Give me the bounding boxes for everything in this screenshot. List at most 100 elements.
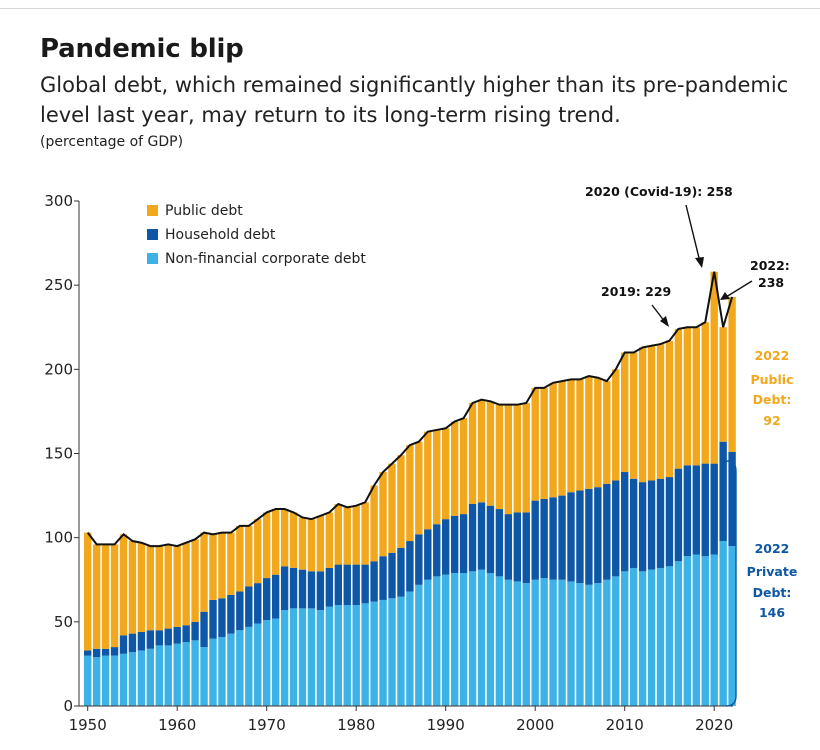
bar-household-2019: [701, 463, 709, 557]
bar-household-2015: [665, 477, 674, 567]
x-tick-label-1990: 1990: [427, 716, 465, 734]
bar-household-1955: [128, 633, 137, 653]
bar-household-1967: [236, 591, 244, 631]
bar-household-1953: [110, 647, 119, 656]
legend-label-public: Public debt: [165, 203, 243, 219]
annotation-public-2022: 2022 Public Debt: 92: [751, 348, 794, 428]
bar-corporate-1957: [146, 648, 155, 706]
bar-public-1983: [379, 472, 387, 557]
bar-corporate-1971: [271, 618, 280, 706]
legend-label-household: Household debt: [165, 227, 276, 243]
bar-household-2012: [638, 482, 647, 572]
bar-household-1996: [495, 509, 504, 577]
bar-household-1977: [325, 567, 334, 607]
bar-public-1955: [128, 541, 137, 634]
chart-title: Pandemic blip: [40, 34, 244, 64]
bars-group: [84, 271, 736, 706]
bar-public-1984: [388, 463, 396, 553]
bar-household-1968: [245, 586, 253, 627]
bar-corporate-1964: [209, 638, 217, 706]
bar-public-2020: [710, 271, 718, 464]
bar-household-1975: [307, 571, 316, 609]
bar-public-1958: [155, 546, 163, 631]
bar-household-1982: [370, 561, 378, 602]
bar-public-2008: [603, 381, 611, 484]
bar-household-1972: [280, 566, 289, 611]
bar-household-1961: [182, 625, 190, 643]
bar-household-1999: [522, 512, 530, 584]
unit-note: (percentage of GDP): [40, 134, 184, 150]
bar-corporate-1982: [370, 601, 378, 706]
private-2022-line4: 146: [759, 605, 785, 620]
public-2022-line4: 92: [763, 413, 780, 428]
bar-household-1994: [477, 502, 486, 570]
y-tick-label-150: 150: [44, 445, 73, 463]
bar-household-2016: [674, 468, 683, 562]
bar-corporate-2017: [683, 556, 692, 706]
bar-household-1985: [397, 547, 405, 597]
x-tick-label-1970: 1970: [248, 716, 286, 734]
bar-public-1976: [316, 515, 325, 572]
bar-corporate-2007: [594, 583, 602, 706]
bar-corporate-2006: [585, 584, 593, 706]
public-2022-line3: Debt:: [753, 392, 792, 407]
bar-household-1976: [316, 571, 325, 611]
bar-public-1999: [522, 403, 530, 513]
bar-corporate-1992: [459, 573, 468, 706]
bar-public-1967: [236, 525, 244, 592]
bar-household-2006: [585, 488, 593, 585]
bar-corporate-1960: [173, 643, 181, 706]
bar-household-1987: [415, 534, 423, 585]
bar-public-2021: [719, 327, 727, 442]
bar-public-2011: [629, 352, 638, 479]
bar-corporate-1973: [289, 608, 298, 706]
bar-household-2007: [594, 487, 602, 584]
bar-corporate-1999: [522, 583, 530, 706]
bar-household-1958: [155, 630, 163, 646]
bar-corporate-2012: [638, 571, 647, 706]
legend-swatch-public: [147, 205, 158, 216]
bar-household-2022: [728, 451, 736, 547]
bar-corporate-1972: [280, 610, 289, 706]
arrowhead-2019: [660, 316, 669, 327]
private-2022-line1: 2022: [755, 541, 790, 556]
bar-corporate-1998: [513, 581, 521, 706]
bar-public-1961: [182, 542, 190, 626]
public-2022-line2: Public: [751, 372, 794, 387]
bar-public-1957: [146, 546, 155, 631]
bar-public-2007: [594, 377, 602, 488]
bar-corporate-1955: [128, 652, 137, 706]
bar-corporate-1989: [433, 576, 441, 706]
bar-public-2018: [692, 327, 700, 466]
bar-household-2004: [567, 492, 575, 582]
bar-corporate-1990: [442, 574, 450, 706]
bar-corporate-1995: [486, 573, 495, 706]
bar-household-1989: [433, 524, 441, 577]
bar-corporate-1970: [263, 620, 271, 706]
bar-household-1966: [227, 594, 235, 634]
bar-corporate-1968: [245, 626, 253, 706]
bar-corporate-1981: [361, 603, 369, 706]
public-2022-line1: 2022: [755, 348, 790, 363]
bar-household-1965: [218, 598, 226, 637]
bar-corporate-1950: [84, 655, 92, 706]
bar-household-1954: [119, 635, 128, 654]
bar-household-1980: [352, 564, 360, 605]
bar-public-2002: [549, 382, 557, 498]
bar-household-1979: [343, 564, 351, 605]
x-ticks: 1950 1960 1970 1980 1990 2000 2010 2020: [69, 706, 733, 734]
bar-public-2016: [674, 328, 683, 469]
bar-corporate-2021: [719, 541, 727, 706]
bar-household-2009: [612, 480, 620, 577]
bar-public-2001: [540, 387, 548, 499]
bar-corporate-1974: [298, 608, 307, 706]
bar-public-1965: [218, 532, 226, 599]
bar-corporate-2002: [549, 579, 557, 706]
bar-public-2012: [638, 347, 647, 483]
bar-corporate-1956: [137, 650, 146, 706]
bar-household-1997: [504, 514, 513, 580]
bar-corporate-2009: [612, 576, 620, 706]
bar-public-1978: [334, 504, 342, 565]
annotation-private-2022: 2022 Private Debt: 146: [747, 541, 798, 620]
